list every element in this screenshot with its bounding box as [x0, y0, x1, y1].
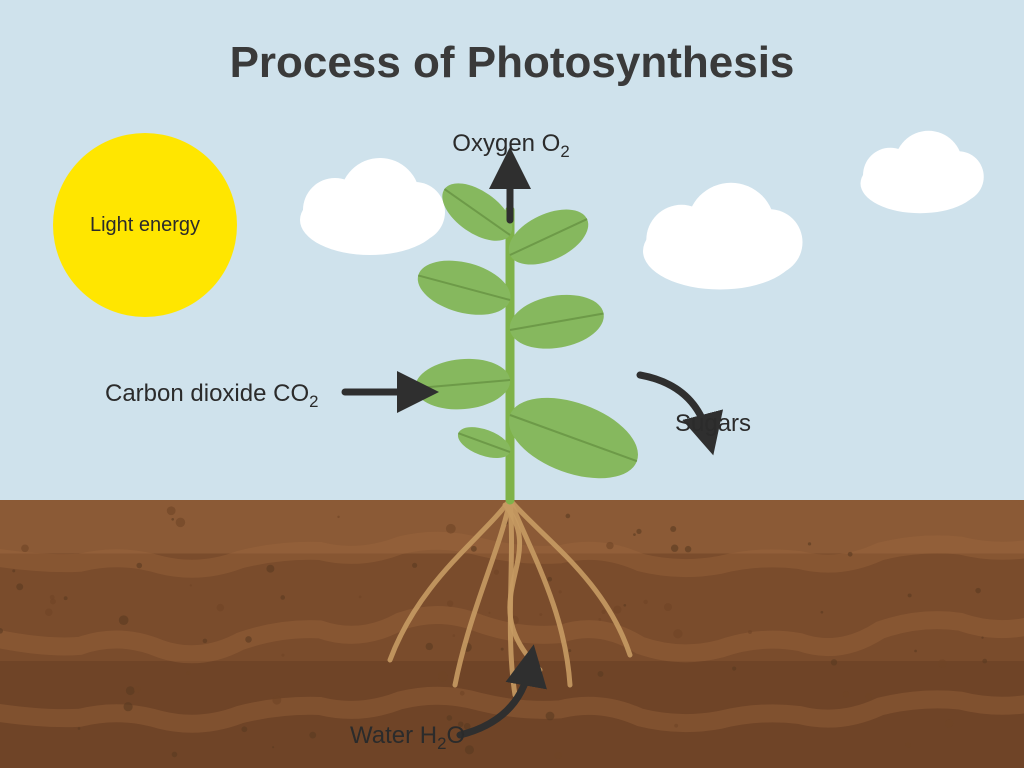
label-water: Water H2O — [350, 722, 465, 754]
label-co2-sub: 2 — [309, 392, 318, 411]
sun: Light energy — [53, 133, 237, 317]
label-co2-text: Carbon dioxide CO — [105, 380, 309, 407]
label-co2: Carbon dioxide CO2 — [105, 380, 318, 412]
label-water-tail: O — [446, 722, 465, 749]
label-sugars-text: Sugars — [675, 410, 751, 437]
label-sugars: Sugars — [675, 410, 751, 438]
ground-region — [0, 500, 1024, 768]
sun-label: Light energy — [90, 214, 200, 237]
label-oxygen: Oxygen O2 — [452, 130, 569, 162]
label-water-text: Water H — [350, 722, 437, 749]
label-oxygen-sub: 2 — [560, 142, 569, 161]
label-oxygen-text: Oxygen O — [452, 130, 560, 157]
diagram-title: Process of Photosynthesis — [0, 38, 1024, 88]
